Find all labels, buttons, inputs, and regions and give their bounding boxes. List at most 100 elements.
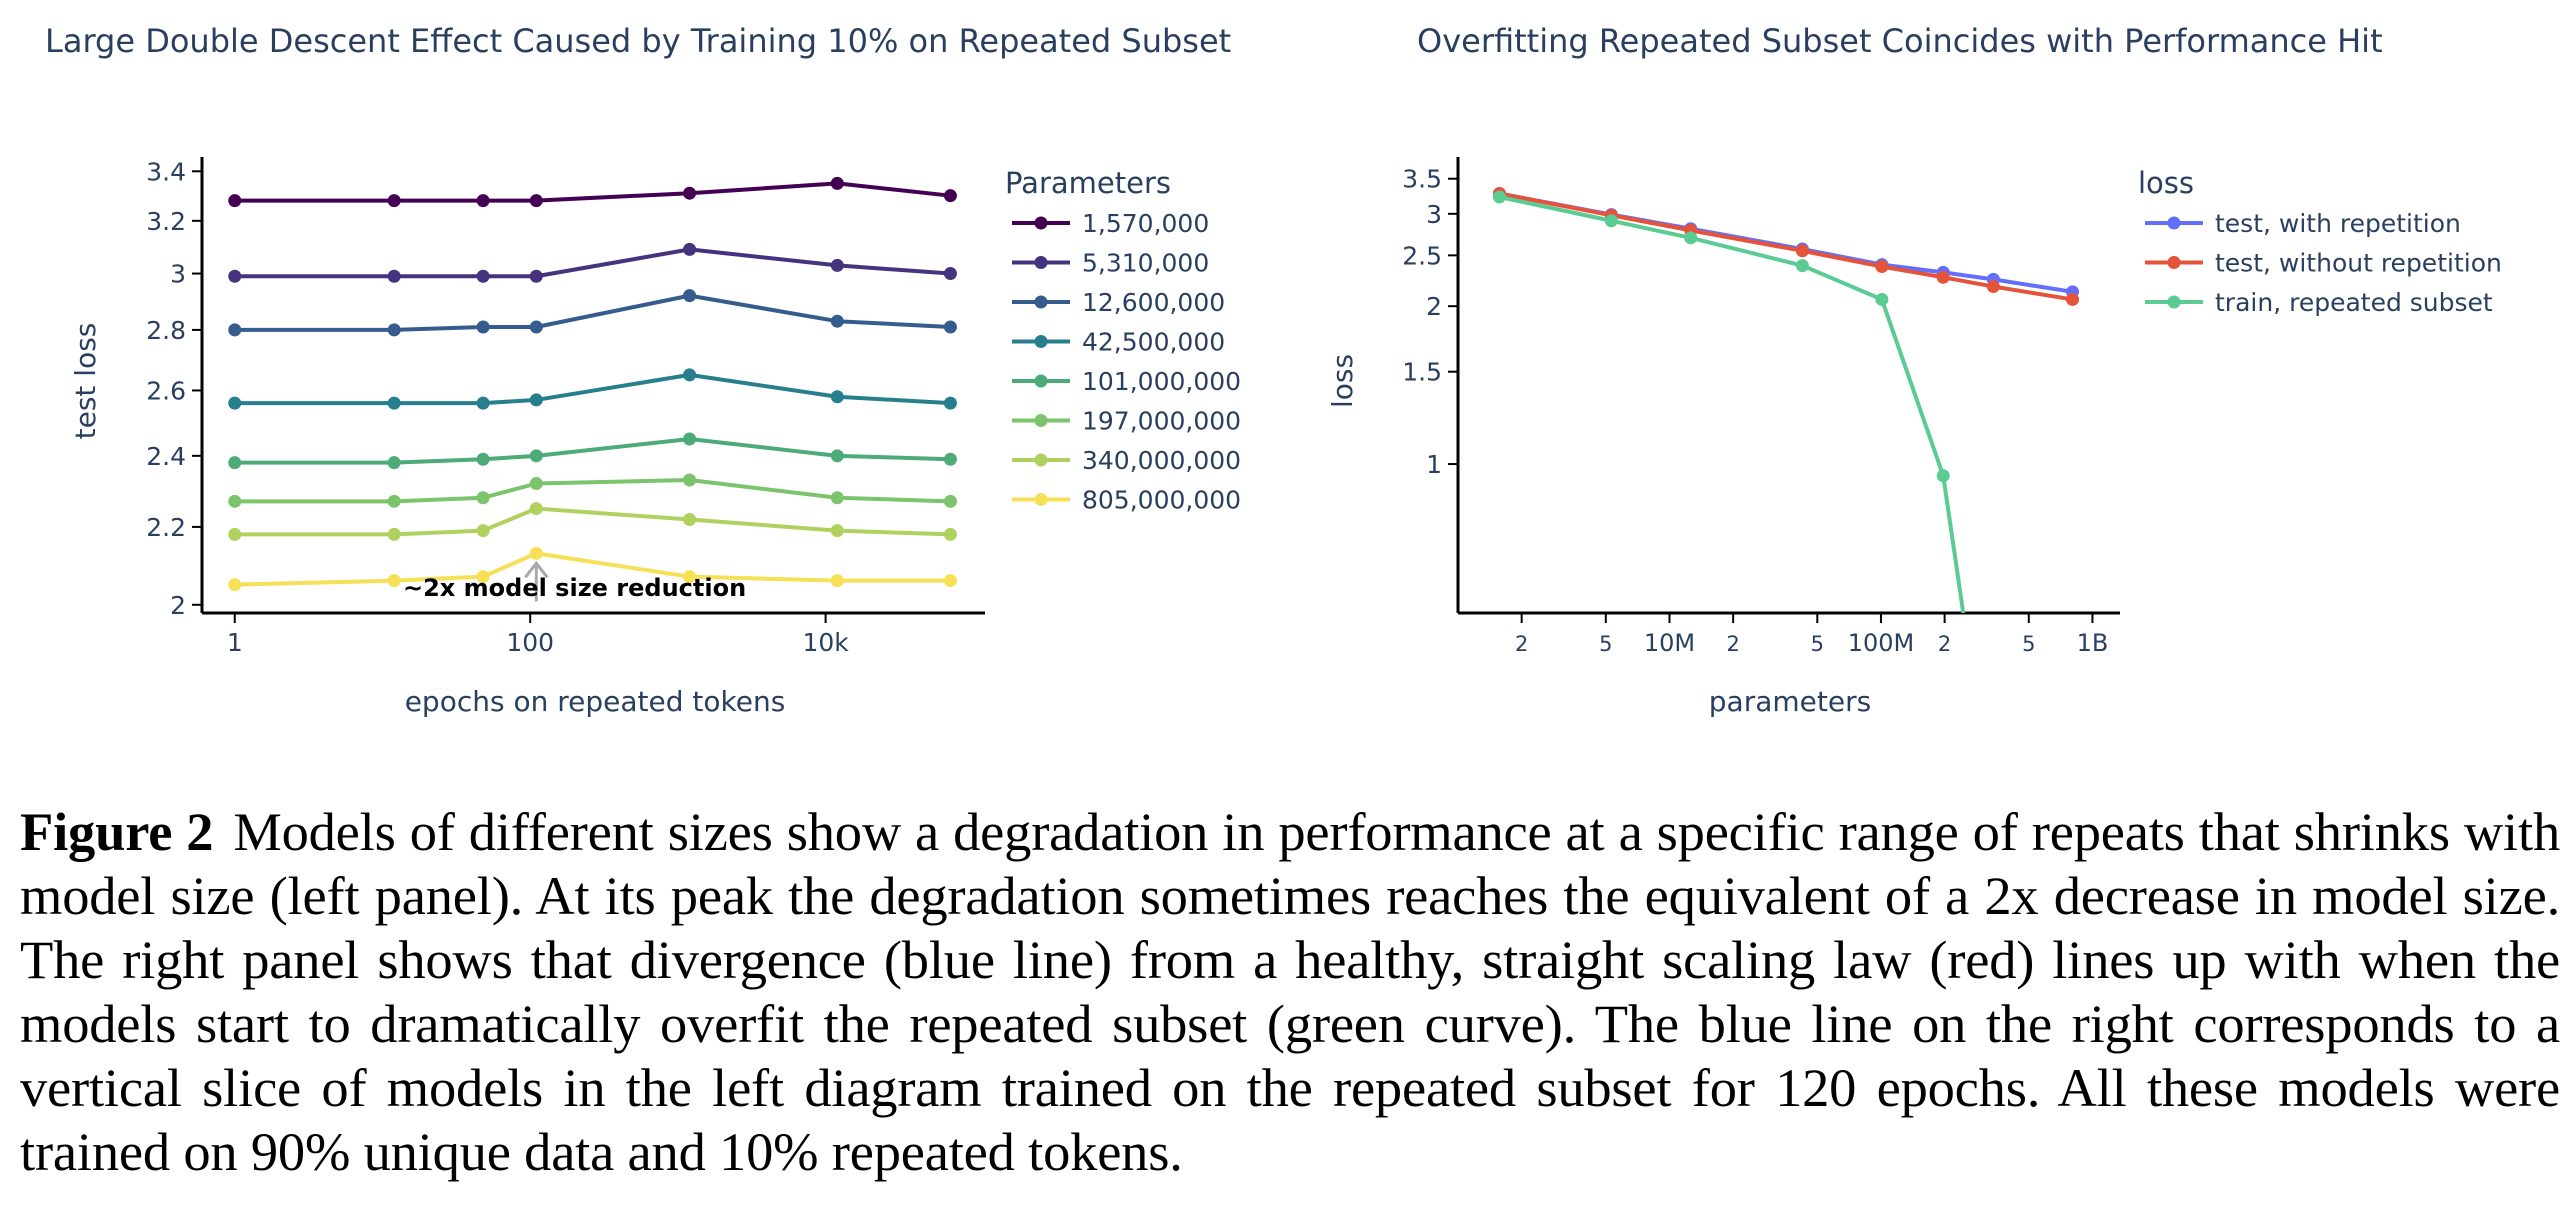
right-x-axis-label: parameters <box>1709 685 1871 718</box>
y-tick-label: 3.5 <box>1402 165 1442 194</box>
legend-swatch-marker <box>1034 216 1048 230</box>
data-point <box>683 432 697 446</box>
series-line <box>234 436 951 465</box>
legend-entry-label: 101,000,000 <box>1082 367 1241 396</box>
data-point <box>683 513 697 527</box>
right-chart-title: Overfitting Repeated Subset Coincides wi… <box>1417 22 2383 60</box>
y-tick-label: 3.4 <box>146 157 186 186</box>
data-point <box>683 368 697 382</box>
data-point <box>228 494 242 508</box>
data-point <box>476 452 490 466</box>
series-line <box>1499 191 2073 302</box>
data-point <box>228 194 242 208</box>
legend-entry-label: test, with repetition <box>2215 209 2461 238</box>
data-point <box>830 258 844 272</box>
legend-swatch-marker <box>1034 335 1048 348</box>
x-tick-label: 5 <box>1599 632 1612 656</box>
data-point <box>943 494 957 508</box>
data-point <box>529 269 543 283</box>
x-tick-label: 5 <box>2022 632 2035 656</box>
plot-area <box>228 176 957 592</box>
data-point <box>1936 469 1950 483</box>
plot-area <box>1492 186 2080 613</box>
y-tick-label: 2.2 <box>146 513 186 542</box>
right-chart: Overfitting Repeated Subset Coincides wi… <box>1326 22 2502 718</box>
left-y-axis-label: test loss <box>69 323 102 440</box>
left-chart: Large Double Descent Effect Caused by Tr… <box>45 22 1241 718</box>
data-point <box>830 491 844 505</box>
y-tick-label: 1.5 <box>1402 358 1442 387</box>
data-point <box>476 524 490 538</box>
data-point <box>830 390 844 404</box>
legend-swatch-marker <box>1034 374 1048 388</box>
x-tick-label: 10M <box>1644 629 1695 657</box>
data-point <box>476 570 490 584</box>
left-x-axis-label: epochs on repeated tokens <box>405 685 786 718</box>
data-point <box>529 502 543 516</box>
legend-swatch-marker <box>1034 256 1048 269</box>
figure-caption: Figure 2 Models of different sizes show a… <box>20 800 2560 1184</box>
data-point <box>683 186 697 200</box>
data-point <box>830 176 844 190</box>
right-y-axis-label: loss <box>1326 354 1359 408</box>
annotation-arrow-head <box>524 560 549 579</box>
legend-entry-label: 340,000,000 <box>1082 446 1241 475</box>
data-point <box>1795 244 1809 258</box>
data-point <box>476 396 490 410</box>
data-point <box>830 449 844 463</box>
y-tick-label: 2.6 <box>146 376 186 405</box>
data-point <box>228 527 242 541</box>
legend-entry-label: 1,570,000 <box>1082 209 1209 238</box>
data-point <box>943 396 957 410</box>
data-point <box>1604 214 1618 228</box>
data-point <box>529 320 543 334</box>
data-point <box>529 449 543 463</box>
legend-swatch-marker <box>1034 295 1048 309</box>
x-tick-label: 1B <box>2077 629 2109 657</box>
data-point <box>387 269 401 283</box>
data-point <box>228 578 242 592</box>
data-point <box>529 194 543 208</box>
data-point <box>387 194 401 208</box>
data-point <box>830 314 844 328</box>
x-tick-label: 1 <box>227 628 243 657</box>
legend-swatch-marker <box>2167 256 2181 269</box>
legend-entry-label: 42,500,000 <box>1082 328 1225 357</box>
data-point <box>1684 231 1698 245</box>
data-point <box>387 574 401 588</box>
y-tick-label: 3 <box>1426 200 1442 229</box>
legend-entry-label: 805,000,000 <box>1082 486 1241 515</box>
data-point <box>683 473 697 487</box>
data-point <box>476 194 490 208</box>
data-point <box>943 574 957 588</box>
data-point <box>476 320 490 334</box>
data-point <box>1875 260 1889 274</box>
legend-entry-label: 197,000,000 <box>1082 407 1241 436</box>
data-point <box>830 524 844 538</box>
data-point <box>830 574 844 588</box>
data-point <box>529 393 543 407</box>
legend-entry-label: 12,600,000 <box>1082 288 1225 317</box>
y-tick-label: 2 <box>170 591 186 620</box>
legend-swatch-marker <box>1034 453 1048 467</box>
data-point <box>1795 259 1809 273</box>
data-point <box>476 491 490 505</box>
data-point <box>228 269 242 283</box>
data-point <box>228 323 242 337</box>
right-legend-title: loss <box>2138 166 2194 200</box>
data-point <box>387 494 401 508</box>
x-tick-label: 100 <box>506 628 554 657</box>
data-point <box>1875 292 1889 306</box>
figure-label: Figure 2 <box>20 801 214 862</box>
legend-swatch-marker <box>2167 295 2181 309</box>
left-chart-title: Large Double Descent Effect Caused by Tr… <box>45 22 1231 60</box>
data-point <box>943 320 957 334</box>
x-tick-label: 2 <box>1726 632 1739 656</box>
y-tick-label: 2.8 <box>146 316 186 345</box>
data-point <box>529 546 543 560</box>
figure-panels: Large Double Descent Effect Caused by Tr… <box>45 22 2502 718</box>
x-tick-label: 10k <box>802 628 849 657</box>
y-tick-label: 2.5 <box>1402 241 1442 270</box>
data-point <box>228 396 242 410</box>
legend-swatch-marker <box>1034 414 1048 427</box>
